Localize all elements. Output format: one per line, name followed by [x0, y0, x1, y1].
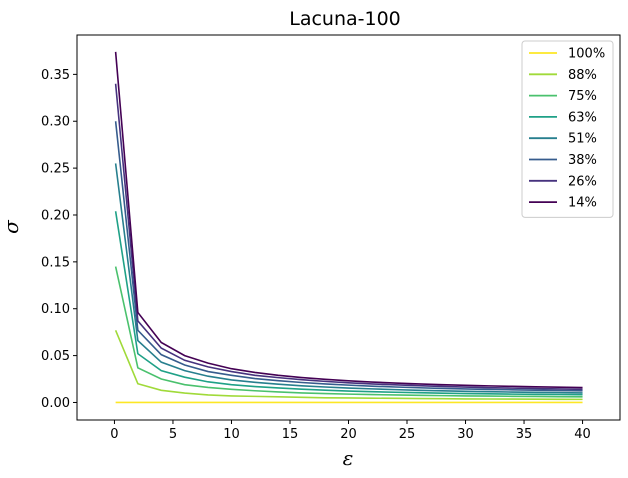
series-line-5 — [114, 121, 583, 392]
x-tick-label-7: 35 — [516, 427, 533, 442]
series-line-7 — [114, 51, 583, 389]
y-tick-label-6: 0.30 — [41, 115, 70, 130]
y-tick-label-7: 0.35 — [41, 68, 70, 83]
x-axis: 0 5 10 15 20 25 30 35 40 — [110, 420, 591, 442]
y-tick-label-3: 0.15 — [41, 255, 70, 270]
x-tick-label-2: 10 — [223, 427, 240, 442]
y-tick-label-5: 0.25 — [41, 162, 70, 177]
x-tick-label-6: 30 — [457, 427, 474, 442]
legend-label-4: 51% — [568, 132, 597, 147]
legend-box — [521, 40, 614, 218]
legend: 100% 88% 75% 63% 51% 38% 26% 14% — [521, 40, 614, 218]
y-tick-label-2: 0.10 — [41, 302, 70, 317]
y-tick-label-1: 0.05 — [41, 349, 70, 364]
y-tick-label-4: 0.20 — [41, 208, 70, 223]
legend-label-0: 100% — [568, 47, 605, 62]
y-tick-label-0: 0.00 — [41, 396, 70, 411]
chart-title: Lacuna-100 — [289, 8, 401, 30]
legend-label-5: 38% — [568, 153, 597, 168]
x-tick-label-8: 40 — [574, 427, 591, 442]
x-tick-label-5: 25 — [399, 427, 416, 442]
x-tick-label-0: 0 — [110, 427, 118, 442]
series-line-4 — [114, 163, 583, 394]
legend-label-6: 26% — [568, 174, 597, 189]
x-tick-label-1: 5 — [169, 427, 177, 442]
x-axis-title: ε — [343, 446, 354, 470]
legend-label-1: 88% — [568, 68, 597, 83]
legend-label-7: 14% — [568, 196, 597, 211]
legend-label-2: 75% — [568, 89, 597, 104]
x-tick-label-4: 20 — [340, 427, 357, 442]
series-line-1 — [114, 329, 583, 401]
series-line-3 — [114, 211, 583, 396]
y-axis: 0.00 0.05 0.10 0.15 0.20 0.25 0.30 0.35 — [41, 68, 77, 411]
series-line-2 — [114, 266, 583, 398]
series-line-6 — [114, 83, 583, 391]
series-layer — [114, 51, 583, 404]
y-axis-title: σ — [0, 219, 23, 234]
legend-label-3: 63% — [568, 110, 597, 125]
x-tick-label-3: 15 — [282, 427, 299, 442]
